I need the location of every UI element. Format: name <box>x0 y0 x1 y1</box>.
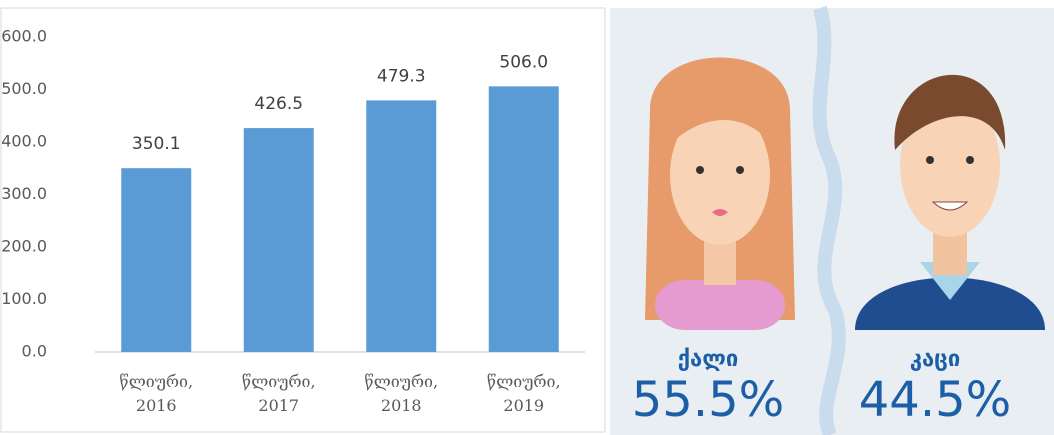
data-label: 506.0 <box>499 52 548 72</box>
y-tick-label: 0.0 <box>22 342 47 361</box>
bar <box>366 100 436 352</box>
y-tick-label: 400.0 <box>1 132 47 151</box>
data-label: 350.1 <box>132 134 181 154</box>
chart: 0.0100.0200.0300.0400.0500.0600.0350.1წლ… <box>0 0 1054 435</box>
category-label: კაცი <box>910 347 961 372</box>
bar <box>121 168 191 352</box>
bar <box>244 128 314 352</box>
data-label: 479.3 <box>377 66 426 86</box>
y-tick-label: 300.0 <box>1 184 47 203</box>
y-tick-label: 200.0 <box>1 237 47 256</box>
category-label: ქალი <box>678 347 739 372</box>
bar <box>489 86 559 352</box>
y-tick-label: 600.0 <box>1 27 47 46</box>
y-tick-label: 500.0 <box>1 79 47 98</box>
y-tick-label: 100.0 <box>1 289 47 308</box>
page: 0.0100.0200.0300.0400.0500.0600.0350.1წლ… <box>0 0 1054 435</box>
woman-illustration <box>645 58 795 331</box>
data-label: 426.5 <box>254 94 303 114</box>
percent-label: 44.5% <box>859 372 1011 428</box>
percent-label: 55.5% <box>632 372 784 428</box>
